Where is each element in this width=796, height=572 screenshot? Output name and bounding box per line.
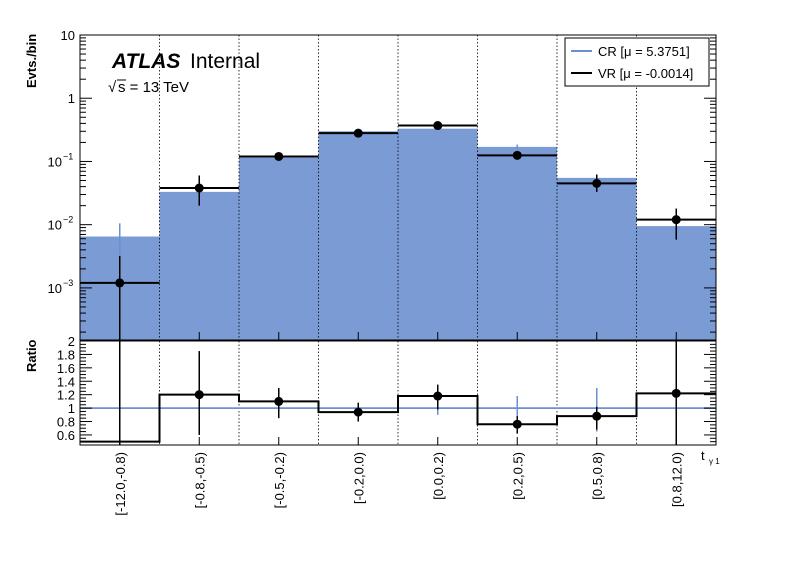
ratio-data-point [433,391,443,401]
ratio-data-point [194,390,204,400]
y-tick-label: 10 [61,28,75,43]
cr-histogram-bar [636,226,716,340]
y-tick-label: 1 [68,91,75,106]
y-tick-label: 10 [48,218,62,233]
x-tick-label: [0.8,12.0) [669,452,684,507]
x-tick-label: [-0.8,-0.5) [192,452,207,508]
legend-box [564,37,710,87]
vr-data-point [353,128,363,138]
x-axis-label-subscript: γ 1 [709,457,720,466]
ratio-data-point [592,411,602,421]
ratio-y-tick-label: 0.8 [57,415,75,430]
ratio-y-tick-label: 2 [68,334,75,349]
cr-histogram-bar [557,177,637,340]
x-tick-labels: [-12.0,-0.8) [-0.8,-0.5) [-0.5,-0.2) [-0.2,… [113,332,684,516]
vr-data-point [194,183,204,193]
energy-label: s = 13 TeV [118,79,189,96]
y-tick-exponent: −3 [63,278,73,288]
x-tick-label: [-0.5,-0.2) [272,452,287,508]
vr-data-point [671,215,681,225]
legend: CR [μ = 5.3751] VR [μ = -0.0014] [564,37,710,87]
ratio-axis-label: Ratio [24,339,39,372]
legend-cr-label: CR [μ = 5.3751] [598,44,690,59]
y-tick-exponent: −1 [63,151,73,161]
ratio-y-tick-label: 0.6 [57,428,75,443]
cr-histogram-bar [477,146,557,340]
x-tick-label: [-0.2,0.0) [351,452,366,504]
cr-histogram-bar [159,191,239,340]
x-axis-label: t [701,448,705,463]
ratio-y-tick-label: 1.6 [57,361,75,376]
energy-sqrt-symbol: √ [108,79,117,96]
vr-data-point [592,178,602,188]
y-tick-exponent: −2 [63,215,73,225]
ratio-data-point [274,396,284,406]
vr-data-point [433,121,443,131]
x-tick-label: [-12.0,-0.8) [113,452,128,516]
ratio-data-point [353,407,363,417]
ratio-plot-frame [79,340,717,446]
ratio-data-point [671,388,681,398]
cr-histogram-bar [239,157,319,340]
main-y-ticks [80,34,716,333]
vr-data-point [512,150,522,160]
main-plot-frame [79,34,717,341]
ratio-y-tick-label: 1.8 [57,347,75,362]
x-tick-label: [0.2,0.5) [510,452,525,500]
cr-histogram-bar [398,128,478,340]
cr-histogram-bar [318,131,398,340]
ratio-panel: 21.81.61.41.210.80.6 [57,334,717,446]
legend-vr-label: VR [μ = -0.0014] [598,66,693,81]
status-label: Internal [190,50,260,73]
vr-data-point [115,278,125,288]
ratio-y-tick-label: 1 [68,401,75,416]
vr-data-point [274,151,284,161]
x-tick-label: [0.0,0.2) [431,452,446,500]
experiment-label: ATLAS [111,50,180,73]
y-axis-label: Evts./bin [24,34,39,88]
y-tick-label: 10 [48,281,62,296]
ratio-y-tick-label: 1.2 [57,388,75,403]
ratio-y-tick-label: 1.4 [57,374,75,389]
y-tick-label: 10 [48,154,62,169]
x-tick-label: [0.5,0.8) [590,452,605,500]
ratio-data-point [512,419,522,429]
